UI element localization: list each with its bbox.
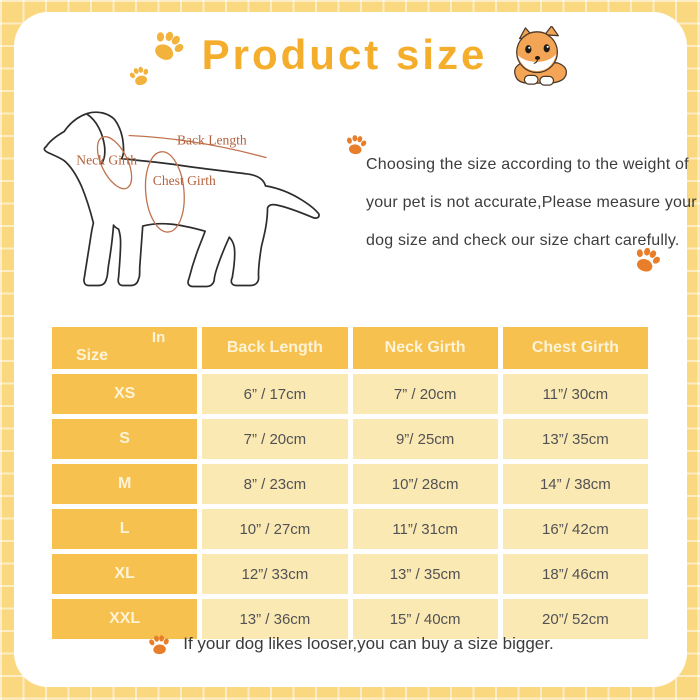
column-header-back-length: Back Length (202, 327, 348, 369)
table-row: L 10” / 27cm 11”/ 31cm 16”/ 42cm (52, 509, 648, 549)
corner-cell: In Size (52, 327, 198, 369)
measurement-lines (96, 134, 267, 233)
corner-label-in: In (151, 329, 166, 346)
column-header-neck-girth: Neck Girth (352, 327, 498, 369)
back-length-cell: 12”/ 33cm (202, 554, 348, 594)
back-length-label: Back Length (177, 133, 247, 148)
neck-girth-cell: 10”/ 28cm (352, 464, 498, 504)
back-length-cell: 8” / 23cm (202, 464, 348, 504)
dog-measurement-diagram: Back Length Neck Girth Chest Girth (43, 111, 320, 288)
neck-girth-cell: 9”/ 25cm (352, 419, 498, 459)
back-length-cell: 13” / 36cm (202, 599, 348, 639)
chest-girth-label: Chest Girth (153, 173, 216, 188)
table-header-row: In Size Back Length Neck Girth Chest Gir… (52, 327, 648, 369)
shiba-dog-illustration (514, 26, 568, 86)
column-header-chest-girth: Chest Girth (502, 327, 648, 369)
footer-note: If your dog likes looser,you can buy a s… (14, 632, 687, 656)
size-cell: XXL (52, 599, 198, 639)
size-cell: XS (52, 374, 198, 414)
footer-text: If your dog likes looser,you can buy a s… (183, 634, 554, 653)
dog-outline (43, 111, 320, 288)
neck-girth-cell: 7” / 20cm (352, 374, 498, 414)
header: Product size (14, 26, 687, 88)
paw-icon (125, 61, 154, 90)
back-length-cell: 10” / 27cm (202, 509, 348, 549)
size-cell: S (52, 419, 198, 459)
back-length-cell: 7” / 20cm (202, 419, 348, 459)
chest-girth-cell: 20”/ 52cm (502, 599, 648, 639)
neck-girth-label: Neck Girth (76, 153, 137, 168)
content-card: Product size (14, 12, 697, 687)
chest-girth-cell: 13”/ 35cm (502, 419, 648, 459)
back-length-cell: 6” / 17cm (202, 374, 348, 414)
paw-icon (146, 631, 172, 657)
size-cell: XL (52, 554, 198, 594)
table-row: XS 6” / 17cm 7” / 20cm 11”/ 30cm (52, 374, 648, 414)
neck-girth-cell: 15” / 40cm (352, 599, 498, 639)
corner-label-size: Size (76, 347, 109, 364)
chest-girth-cell: 14” / 38cm (502, 464, 648, 504)
table-row: M 8” / 23cm 10”/ 28cm 14” / 38cm (52, 464, 648, 504)
neck-girth-cell: 13” / 35cm (352, 554, 498, 594)
table-row: S 7” / 20cm 9”/ 25cm 13”/ 35cm (52, 419, 648, 459)
table-row: XL 12”/ 33cm 13” / 35cm 18”/ 46cm (52, 554, 648, 594)
paw-icon (143, 21, 192, 70)
size-chart-table: In Size Back Length Neck Girth Chest Gir… (47, 322, 653, 644)
size-cell: M (52, 464, 198, 504)
chest-girth-cell: 16”/ 42cm (502, 509, 648, 549)
page-title: Product size (201, 31, 488, 78)
title-paw-cluster (128, 27, 186, 87)
table-row: XXL 13” / 36cm 15” / 40cm 20”/ 52cm (52, 599, 648, 639)
chest-girth-cell: 11”/ 30cm (502, 374, 648, 414)
size-cell: L (52, 509, 198, 549)
intro-text: Choosing the size according to the weigh… (366, 156, 697, 249)
neck-girth-cell: 11”/ 31cm (352, 509, 498, 549)
chest-girth-cell: 18”/ 46cm (502, 554, 648, 594)
